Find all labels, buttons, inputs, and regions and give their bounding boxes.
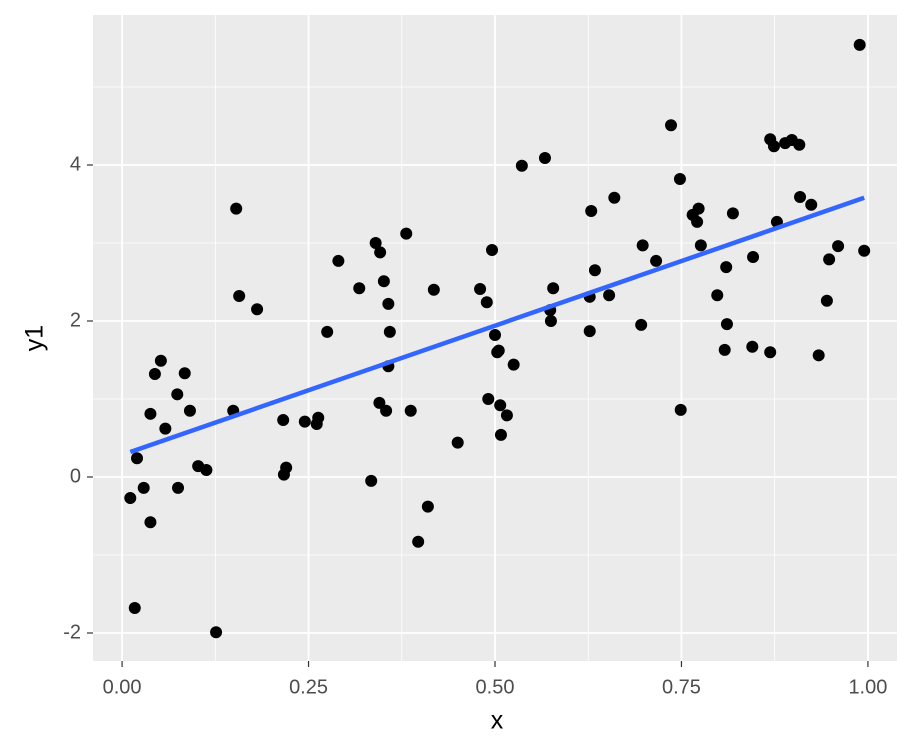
point [767,140,780,153]
point [853,38,866,51]
point [369,236,382,249]
point [137,481,150,494]
x-tick-label: 1.00 [848,676,887,698]
point [353,282,366,295]
point [427,283,440,296]
point [820,294,833,307]
point [124,492,137,505]
point [832,240,845,253]
point [451,436,464,449]
point [720,318,733,331]
point [492,344,505,357]
y-axis-title: y1 [21,325,49,351]
point [692,202,705,215]
point [233,290,246,303]
point [711,289,724,302]
point [382,297,395,310]
point [635,318,648,331]
point [494,399,507,412]
point [377,275,390,288]
point [230,202,243,215]
point [474,283,487,296]
point [383,325,396,338]
point [793,138,806,151]
point [374,246,387,259]
point [200,463,213,476]
point [603,289,616,302]
point [144,516,157,529]
point [128,602,141,615]
point [583,325,596,338]
point [747,251,760,264]
point [412,535,425,548]
point [298,415,311,428]
point [480,296,493,309]
point [764,346,777,359]
point [277,414,290,427]
point [183,404,196,417]
point [421,500,434,513]
x-tick-label: 0.25 [289,676,328,698]
point [585,205,598,218]
point [312,411,325,424]
point [144,407,157,420]
fit-line [129,195,865,455]
point [588,264,601,277]
point [691,215,704,228]
point [636,239,649,252]
point [373,396,386,409]
point [515,159,528,172]
x-axis-title: x [491,707,504,735]
x-tick-label: 0.50 [476,676,515,698]
point [486,244,499,257]
point [489,329,501,342]
point [280,461,293,474]
point [131,452,144,465]
point [210,626,223,639]
point [178,367,191,380]
x-tick-label: 0.75 [662,676,701,698]
point [746,340,759,353]
point [726,207,739,220]
point [251,303,264,316]
y-tick-label: 2 [70,309,81,331]
x-tick-label: 0.00 [103,676,142,698]
point [544,314,557,327]
point [858,244,871,257]
point [650,254,663,267]
point [665,119,678,132]
point [404,404,417,417]
point [794,190,807,203]
point [500,409,513,422]
point [547,282,560,295]
y-tick-label: 0 [70,465,81,487]
point [494,428,507,441]
point [332,254,345,267]
point [694,239,707,252]
point [805,198,818,211]
point [720,261,733,274]
point [608,191,621,204]
point [154,354,167,367]
point [507,358,520,371]
point [159,422,172,435]
point [172,481,185,494]
point [674,403,687,416]
point [380,404,393,417]
point [538,151,551,164]
point [482,392,495,405]
point [321,325,334,338]
y-tick-label: 4 [70,153,81,175]
point [400,227,413,240]
point [812,349,825,362]
point [171,388,184,401]
point [365,474,378,487]
point [823,253,836,266]
point [148,368,161,381]
point [673,173,686,186]
point [718,343,731,356]
y-tick-label: -2 [63,621,81,643]
